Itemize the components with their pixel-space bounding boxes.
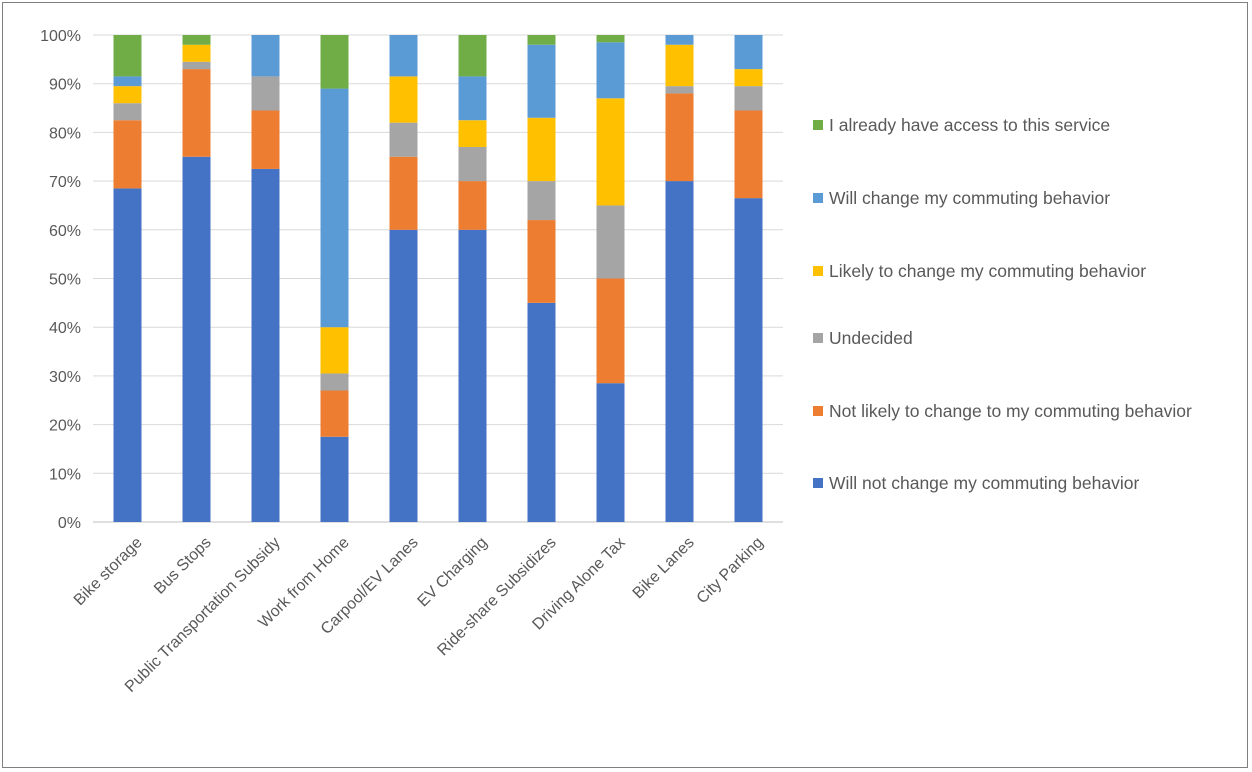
bar-segment [596,98,625,206]
bar-segment [251,168,280,523]
legend-label: Will not change my commuting behavior [829,473,1140,493]
bar-segment [527,44,556,118]
bar-segment [734,35,763,70]
y-tick-label: 0% [58,515,81,532]
y-axis-ticks: 0% 10% 20% 30% 40% 50% 60% 70% 80% 90% 100% [40,28,81,532]
legend-swatch [813,406,823,416]
bar-segment [665,86,694,94]
bar-segment [665,35,694,45]
legend-item: Will not change my commuting behavior [813,471,1229,495]
bar-segment [182,61,211,70]
bar-segment [389,156,418,230]
bar-segment [734,69,763,87]
bar-segment [389,122,418,157]
y-tick-label: 40% [49,320,81,337]
bar-segment [527,302,556,522]
y-tick-label: 20% [49,418,81,435]
bar-segment [458,147,487,182]
bar-segment [320,88,349,328]
x-category-label: Bike Lanes [630,534,698,602]
bar-segment [182,35,211,45]
bar-segment [320,373,349,391]
y-tick-label: 60% [49,223,81,240]
stacked-bar-chart: 0% 10% 20% 30% 40% 50% 60% 70% 80% 90% 100% Bike s… [40,28,783,696]
x-category-label: Bus Stops [151,534,215,598]
legend-swatch [813,333,823,343]
bar-segment [389,35,418,77]
legend-label: I already have access to this service [829,115,1111,135]
bar-segment [182,156,211,522]
bar-segment [320,327,349,374]
bar-segment [596,35,625,43]
legend-swatch [813,193,823,203]
y-tick-label: 90% [49,77,81,94]
y-tick-label: 100% [40,28,81,45]
bar-segment [596,278,625,384]
bar-segment [251,35,280,77]
x-category-label: Bike storage [71,534,146,609]
legend-swatch [813,120,823,130]
bar-segment [734,86,763,111]
legend-swatch [813,478,823,488]
legend-item: I already have access to this service [813,113,1229,137]
bar-segment [527,181,556,221]
bar-segment [320,35,349,89]
bar-segment [320,390,349,437]
legend-item: Undecided [813,326,1229,350]
x-category-label: City Parking [694,534,767,607]
legend-label: Likely to change my commuting behavior [829,261,1147,281]
legend-label: Undecided [829,328,913,348]
bar-segment [458,181,487,230]
bar-segment [458,120,487,148]
bar-segment [527,117,556,182]
bar-segment [113,103,142,121]
bar-segment [665,93,694,182]
legend-label: Not likely to change to my commuting beh… [829,401,1192,421]
legend-item: Not likely to change to my commuting beh… [813,399,1229,423]
legend-item: Will change my commuting behavior [813,186,1229,210]
bar-segment [251,110,280,169]
bar-segment [113,35,142,77]
y-tick-label: 70% [49,174,81,191]
legend-item: Likely to change my commuting behavior [813,259,1229,283]
bars [113,35,763,523]
bar-segment [389,76,418,123]
bar-segment [182,44,211,62]
bar-segment [182,69,211,157]
x-category-label: Ride-share Subsidizes [434,534,559,659]
legend-label: Will change my commuting behavior [829,188,1111,208]
bar-segment [734,110,763,199]
y-tick-label: 10% [49,466,81,483]
y-tick-label: 30% [49,369,81,386]
y-tick-label: 50% [49,272,81,289]
y-tick-label: 80% [49,125,81,142]
bar-segment [596,205,625,279]
bar-segment [665,44,694,87]
legend-swatch [813,266,823,276]
bar-segment [113,120,142,189]
bar-segment [389,229,418,523]
bar-segment [251,76,280,111]
bar-segment [113,188,142,522]
bar-segment [596,42,625,99]
x-category-label: EV Charging [415,534,491,610]
bar-segment [320,436,349,522]
bar-segment [113,76,142,87]
bar-segment [458,35,487,77]
bar-segment [596,383,625,522]
bar-segment [734,198,763,522]
bar-segment [458,229,487,523]
bar-segment [527,35,556,45]
bar-segment [113,86,142,104]
bar-segment [458,76,487,121]
bar-segment [665,181,694,522]
bar-segment [527,220,556,303]
